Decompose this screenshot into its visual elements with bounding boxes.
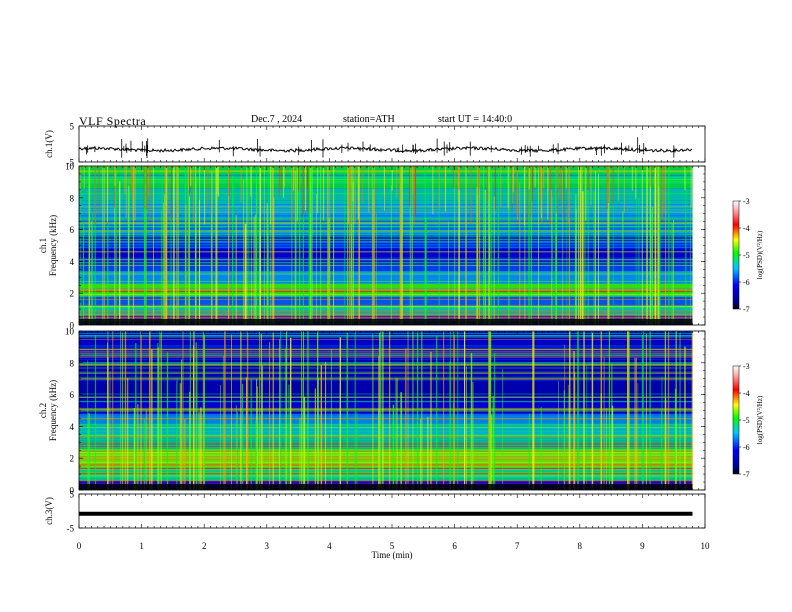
x-tick-label: 2 — [202, 541, 207, 551]
colorbar-tick-label: -4 — [743, 224, 750, 233]
date-label: Dec.7 , 2024 — [251, 114, 303, 125]
y-tick-label: 0 — [70, 486, 75, 496]
y-tick-label: 6 — [70, 390, 75, 400]
panel-frame — [78, 125, 706, 163]
y-tick-label: 10 — [65, 162, 75, 172]
y-tick-label: 10 — [65, 327, 75, 337]
y-tick-label: 0 — [70, 321, 75, 331]
x-tick-label: 10 — [701, 541, 711, 551]
colorbar-tick-label: -5 — [743, 251, 750, 260]
colorbar-tick-label: -4 — [743, 389, 750, 398]
x-tick-label: 6 — [452, 541, 457, 551]
colorbar-tick-label: -6 — [743, 278, 750, 287]
y-tick-label: 2 — [70, 289, 75, 299]
y-axis-label: ch.2Frequency (kHz) — [38, 380, 58, 441]
y-axis-label: ch.3(V) — [44, 497, 54, 525]
x-axis-label: Time (min) — [372, 550, 413, 560]
colorbar — [732, 200, 740, 310]
y-tick-label: -5 — [67, 158, 75, 168]
y-tick-label: 2 — [70, 454, 75, 464]
colorbar-tick-label: -6 — [743, 443, 750, 452]
x-tick-label: 9 — [640, 541, 645, 551]
y-tick-label: -5 — [67, 524, 75, 534]
colorbar-label: log(PSD)(V²/Hz) — [756, 230, 764, 279]
y-tick-label: 4 — [70, 422, 75, 432]
y-tick-label: 6 — [70, 225, 75, 235]
x-tick-label: 8 — [578, 541, 583, 551]
y-tick-label: 4 — [70, 257, 75, 267]
y-tick-label: 8 — [70, 358, 75, 368]
colorbar-tick-label: -7 — [743, 470, 750, 479]
x-tick-label: 3 — [265, 541, 270, 551]
chart-title: VLF Spectra — [79, 114, 147, 128]
y-tick-label: 8 — [70, 193, 75, 203]
colorbar-tick-label: -3 — [743, 197, 750, 206]
x-tick-label: 4 — [327, 541, 332, 551]
spectrogram-image — [79, 166, 693, 325]
colorbar-label: log(PSD)(V²/Hz) — [756, 395, 764, 444]
x-tick-label: 7 — [515, 541, 520, 551]
colorbar-tick-label: -7 — [743, 305, 750, 314]
colorbar-tick-label: -5 — [743, 416, 750, 425]
panel-frame — [78, 493, 706, 529]
colorbar-tick-label: -3 — [743, 362, 750, 371]
waveform-trace — [78, 137, 693, 159]
x-tick-label: 5 — [390, 541, 395, 551]
waveform-line — [78, 145, 693, 154]
start-time-label: start UT = 14:40:0 — [438, 114, 513, 125]
y-tick-label: 5 — [70, 122, 75, 132]
station-label: station=ATH — [343, 114, 395, 125]
x-tick-label: 0 — [77, 541, 82, 551]
x-tick-label: 1 — [139, 541, 144, 551]
y-axis-label: ch.1(V) — [44, 130, 54, 158]
colorbar — [732, 365, 740, 475]
y-axis-label: ch.1Frequency (kHz) — [38, 215, 58, 276]
y-tick-label: 5 — [70, 490, 75, 500]
spectrogram-image — [79, 331, 694, 490]
